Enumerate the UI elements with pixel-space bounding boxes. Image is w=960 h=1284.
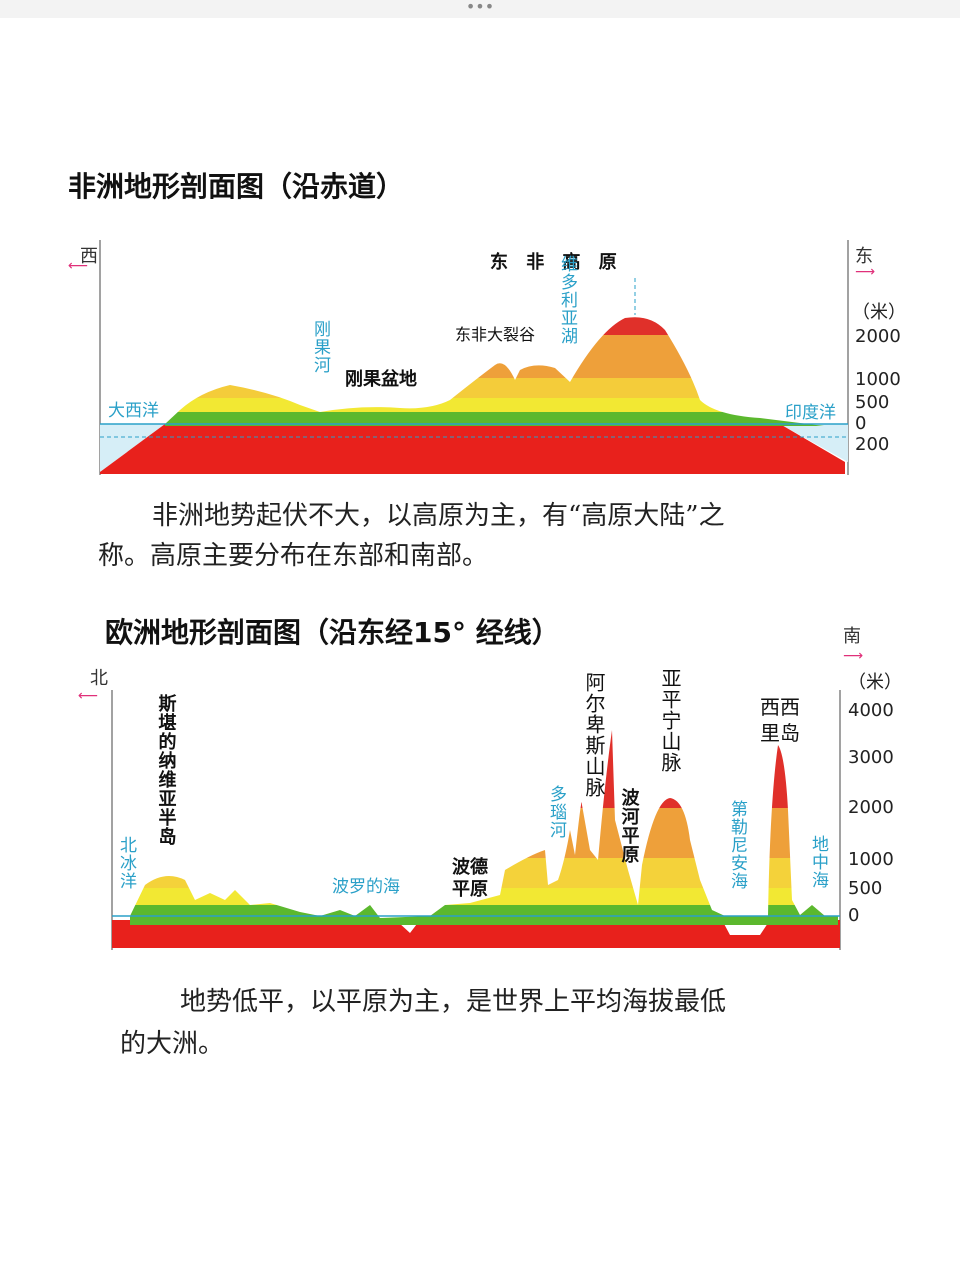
tyrrhenian-label: 第勒尼安海 [727, 800, 748, 890]
west-arrow: ⟵ [68, 258, 88, 274]
tick-label: 500 [848, 878, 882, 899]
lake-label: 维多利亚湖 [557, 255, 578, 345]
polish-label: 平原 [452, 879, 488, 900]
apennines-label: 亚平宁山脉 [658, 668, 682, 773]
crust [112, 920, 840, 948]
band-200-500 [165, 398, 840, 412]
africa-profile [99, 240, 849, 475]
south-arrow: ⟶ [843, 648, 863, 664]
scandinavia-label: 斯堪的纳维亚半岛 [156, 693, 177, 846]
east: 东 [855, 246, 873, 267]
tick-label: 4000 [848, 700, 894, 721]
unit: （米） [848, 672, 902, 693]
tick-label: 2000 [848, 797, 894, 818]
plateau-label: 东 非 高 原 [490, 251, 617, 273]
top-bar [0, 0, 960, 18]
africa-title: 非洲地形剖面图（沿赤道） [68, 170, 404, 203]
north-arrow: ⟵ [78, 688, 98, 704]
band-0-200 [165, 412, 840, 426]
south: 南 [843, 626, 861, 647]
river-label: 刚果河 [310, 320, 331, 374]
arctic-label: 北冰洋 [116, 836, 137, 890]
tick-label: 500 [855, 392, 889, 413]
tick-label: 3000 [848, 747, 894, 768]
menu-dots: ••• [466, 0, 494, 16]
band-500-1000 [165, 378, 840, 398]
mediterranean-label: 地中海 [808, 835, 829, 889]
tick-label: 0 [855, 413, 866, 434]
europe-title: 欧洲地形剖面图（沿东经15° 经线） [105, 616, 560, 649]
caption-line: 称。高原主要分布在东部和南部。 [98, 541, 488, 571]
alps-label: 阿尔卑斯山脉 [582, 672, 606, 798]
east-arrow: ⟶ [855, 264, 875, 280]
unit: （米） [852, 302, 906, 323]
tick-label: 200 [855, 434, 889, 455]
tick-label: 2000 [855, 326, 901, 347]
danube-label: 多瑙河 [546, 785, 567, 839]
west: 西 [80, 246, 98, 267]
polish-label: 波德 [452, 856, 488, 878]
sicily-label: 西西 [760, 695, 800, 719]
po-label: 波河平原 [619, 787, 640, 864]
indian-label: 印度洋 [785, 403, 836, 423]
baltic-label: 波罗的海 [332, 877, 400, 897]
sicily-label: 里岛 [760, 721, 800, 745]
tick-label: 1000 [848, 849, 894, 870]
caption-line: 非洲地势起伏不大，以高原为主，有“高原大陆”之 [152, 501, 725, 531]
caption-line: 的大洲。 [120, 1029, 224, 1059]
north: 北 [90, 668, 108, 689]
rift-label: 东非大裂谷 [455, 325, 535, 344]
caption-line: 地势低平，以平原为主，是世界上平均海拔最低 [180, 987, 726, 1017]
band-2000 [130, 730, 838, 808]
atlantic-label: 大西洋 [108, 401, 159, 421]
tick-label: 0 [848, 905, 859, 926]
basin-label: 刚果盆地 [345, 368, 417, 390]
band-0-200 [130, 905, 838, 925]
crust [100, 424, 845, 474]
tick-label: 1000 [855, 369, 901, 390]
